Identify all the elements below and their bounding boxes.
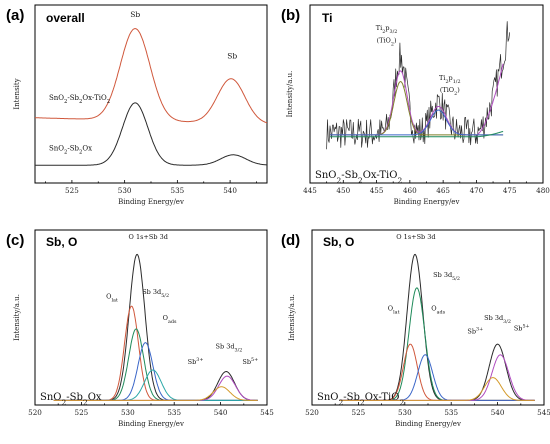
- y-axis-label: Intensity/a.u.: [13, 294, 21, 341]
- panel-letter-c: (c): [6, 232, 24, 249]
- x-tick-label: 545: [260, 408, 274, 417]
- x-tick-label: 545: [537, 408, 550, 417]
- x-tick-label: 525: [75, 408, 89, 417]
- x-tick-label: 465: [436, 186, 450, 195]
- peak-annotation: (TiO2): [377, 36, 397, 47]
- x-tick-label: 525: [65, 186, 79, 195]
- x-tick-label: 535: [167, 408, 181, 417]
- y-axis-label: Intensity/a.u.: [286, 71, 294, 118]
- panel-letter-b: (b): [281, 7, 300, 24]
- peak-annotation: Sb5+: [514, 323, 530, 332]
- x-tick-label: 480: [536, 186, 550, 195]
- chart-a: 525 530 535 540 Binding Energy/ev Intensity Sb…: [13, 4, 268, 206]
- peak-annotation: Olat: [388, 305, 400, 316]
- peak-annotation: Sb 3d5/2: [142, 288, 169, 299]
- peak-annotation: Sb3+: [188, 357, 204, 366]
- x-axis-label: Binding Energy/ev: [118, 420, 184, 428]
- x-tick-label: 520: [305, 408, 319, 417]
- peak-annotation: Ti2p1/2: [439, 74, 461, 85]
- peak-annotation: (TiO2): [440, 86, 460, 97]
- x-tick-label: 540: [214, 408, 228, 417]
- peak-annotation: Sb 3d3/2: [216, 343, 243, 354]
- chart-c: 520 525 530 535 540 545 Binding Energy/ev Inten…: [13, 229, 274, 428]
- series-line: [330, 109, 504, 136]
- series-line: [326, 21, 511, 150]
- peak-annotation: Sb: [227, 51, 237, 60]
- peak-annotation: Sb 3d5/2: [433, 271, 460, 282]
- series-group: [53, 253, 258, 401]
- plot-frame: [309, 4, 544, 184]
- peak-annotation: Oads: [163, 314, 177, 325]
- x-axis-label: Binding Energy/ev: [118, 198, 184, 206]
- x-tick-label: 520: [28, 408, 42, 417]
- peak-annotation: Oads: [431, 305, 445, 316]
- series-group: [35, 28, 267, 166]
- panel-title-d: Sb, O: [323, 235, 354, 249]
- x-axis-label: Binding Energy/ev: [394, 198, 460, 206]
- peak-annotation: Sb5+: [242, 357, 258, 366]
- sample-label: SnO2-Sb2Ox-TiO2: [317, 392, 404, 407]
- x-tick-label: 445: [303, 186, 317, 195]
- x-tick-label: 530: [118, 186, 132, 195]
- panel-title-b: Ti: [322, 11, 332, 25]
- peak-annotation: Sb3+: [467, 326, 483, 335]
- x-tick-label: 530: [398, 408, 412, 417]
- series-line: [35, 28, 267, 124]
- x-tick-label: 475: [503, 186, 517, 195]
- x-tick-label: 540: [491, 408, 505, 417]
- x-tick-label: 450: [336, 186, 350, 195]
- y-axis-label: Intensity/a.u.: [288, 294, 296, 341]
- x-axis-label: Binding Energy/ev: [395, 420, 461, 428]
- x-tick-label: 535: [171, 186, 185, 195]
- y-axis-label: Intensity: [13, 78, 21, 109]
- series-group: [339, 253, 535, 401]
- peak-annotation: O 1s+Sb 3d: [396, 233, 435, 241]
- chart-b: 445 450 455 460 465 470 475 480 Binding Energy/e…: [286, 4, 550, 206]
- x-tick-label: 525: [352, 408, 366, 417]
- x-tick-label: 540: [223, 186, 237, 195]
- chart-d: 520 525 530 535 540 545 Binding Energy/ev Inten…: [288, 229, 550, 428]
- panel-title-a: overall: [46, 11, 85, 25]
- x-tick-label: 470: [470, 186, 484, 195]
- x-tick-label: 535: [444, 408, 458, 417]
- peak-annotation: O 1s+Sb 3d: [129, 233, 168, 241]
- peak-annotation: Ti2p3/2: [376, 24, 398, 35]
- sample-label: SnO2-Sb2Ox-TiO2: [315, 170, 402, 185]
- x-tick-label: 455: [370, 186, 384, 195]
- x-tick-label: 460: [403, 186, 417, 195]
- series-line: [53, 386, 258, 401]
- peak-annotation: Olat: [106, 292, 118, 303]
- series-label: SnO2-Sb2Ox-TiO2: [49, 94, 110, 105]
- series-line: [53, 305, 258, 401]
- panel-letter-a: (a): [6, 7, 24, 24]
- series-line: [53, 369, 258, 401]
- series-line: [339, 377, 535, 401]
- series-line: [339, 287, 535, 401]
- sample-label: SnO2-Sb2Ox: [40, 392, 102, 407]
- peak-annotation: Sb 3d3/2: [484, 314, 511, 325]
- panel-letter-d: (d): [281, 232, 300, 249]
- series-group: [326, 21, 511, 150]
- series-line: [35, 102, 267, 166]
- series-label: SnO2-Sb2Ox: [49, 144, 92, 155]
- x-tick-label: 530: [121, 408, 135, 417]
- series-line: [330, 130, 504, 138]
- panel-title-c: Sb, O: [46, 235, 77, 249]
- peak-annotation: Sb: [130, 10, 140, 19]
